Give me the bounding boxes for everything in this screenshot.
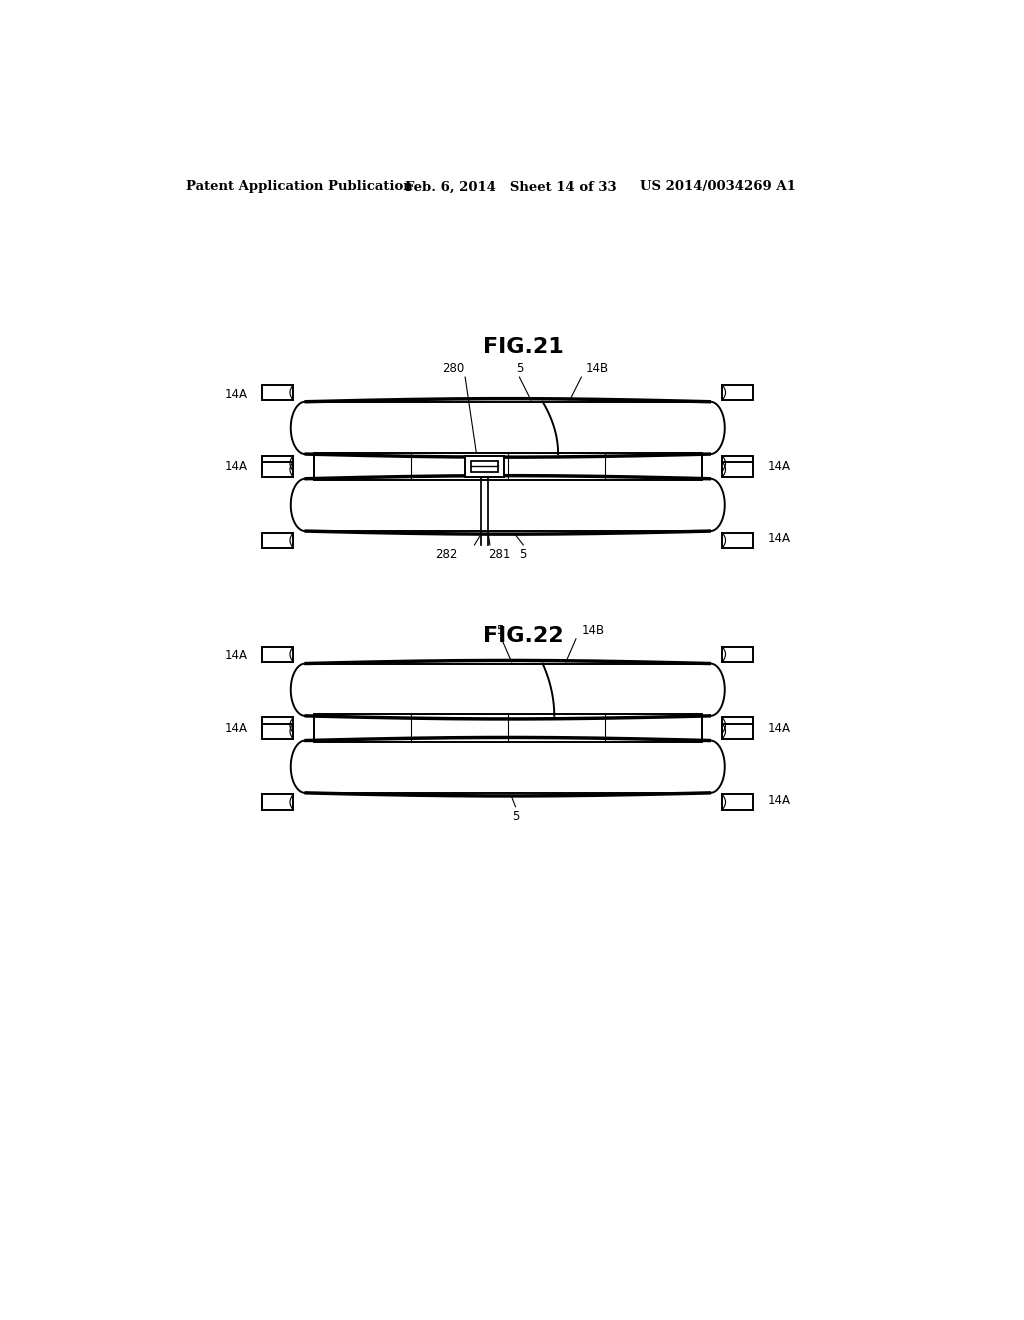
Bar [305, 401, 711, 454]
Polygon shape [711, 664, 725, 715]
Text: Feb. 6, 2014   Sheet 14 of 33: Feb. 6, 2014 Sheet 14 of 33 [406, 181, 617, 194]
Bar [722, 718, 754, 733]
Text: 14A: 14A [767, 459, 791, 473]
Bar [722, 723, 754, 739]
Polygon shape [291, 401, 305, 454]
Text: 14A: 14A [767, 722, 791, 735]
Text: 14A: 14A [225, 388, 248, 400]
Bar [314, 714, 701, 742]
Polygon shape [291, 664, 305, 715]
Text: 14A: 14A [225, 459, 248, 473]
Text: 14B: 14B [582, 623, 604, 636]
Bar [262, 462, 293, 478]
Text: 5: 5 [516, 362, 523, 375]
Polygon shape [711, 479, 725, 531]
Text: 14A: 14A [225, 649, 248, 663]
Polygon shape [711, 741, 725, 793]
Bar [722, 795, 754, 810]
Bar [262, 532, 293, 548]
Polygon shape [291, 479, 305, 531]
Text: US 2014/0034269 A1: US 2014/0034269 A1 [640, 181, 796, 194]
Bar [262, 795, 293, 810]
Bar [722, 385, 754, 400]
Text: 14A: 14A [767, 795, 791, 807]
Text: 14A: 14A [225, 722, 248, 735]
Text: 281: 281 [488, 548, 511, 561]
Text: Patent Application Publication: Patent Application Publication [186, 181, 413, 194]
Bar [262, 455, 293, 471]
Polygon shape [711, 401, 725, 454]
Bar [722, 462, 754, 478]
Text: 280: 280 [442, 362, 465, 375]
Text: 5: 5 [512, 810, 519, 822]
Text: 14A: 14A [767, 532, 791, 545]
Bar [305, 479, 711, 531]
Bar [305, 741, 711, 793]
Text: 282: 282 [435, 548, 458, 561]
Text: 5: 5 [519, 548, 527, 561]
Bar [471, 461, 499, 471]
Bar [262, 718, 293, 733]
Text: 14B: 14B [586, 362, 608, 375]
Bar [314, 453, 701, 480]
Bar [465, 455, 504, 478]
Text: FIG.21: FIG.21 [483, 337, 563, 356]
Bar [262, 647, 293, 663]
Polygon shape [291, 741, 305, 793]
Text: FIG.22: FIG.22 [483, 626, 563, 645]
Text: 5: 5 [497, 623, 504, 636]
Bar [722, 647, 754, 663]
Bar [722, 455, 754, 471]
Bar [262, 385, 293, 400]
Bar [262, 723, 293, 739]
Bar [722, 532, 754, 548]
Bar [305, 664, 711, 715]
